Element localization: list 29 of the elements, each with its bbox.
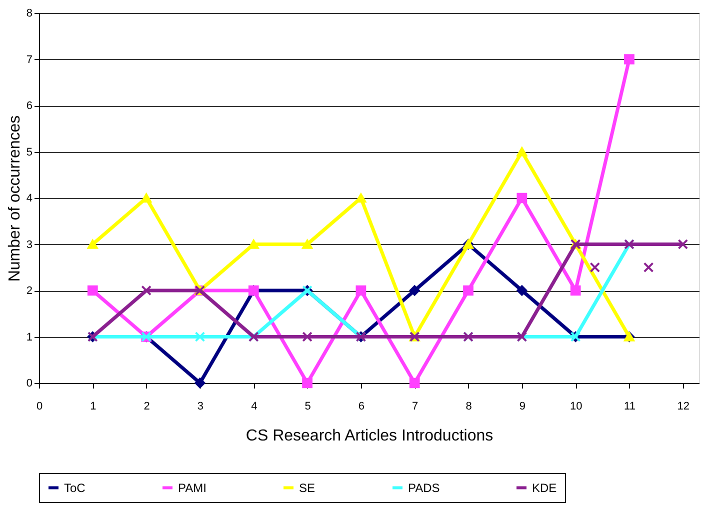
- y-tick-label: 8: [26, 8, 32, 20]
- x-tick-label: 7: [412, 400, 418, 412]
- legend-label: PADS: [408, 480, 440, 495]
- x-tick-label: 6: [358, 400, 365, 412]
- legend-label: SE: [299, 480, 316, 495]
- y-tick-label: 4: [26, 192, 32, 204]
- x-tick-label: 2: [144, 400, 150, 412]
- x-tick-label: 9: [519, 400, 526, 412]
- y-tick-label: 0: [26, 378, 32, 390]
- x-tick-label: 3: [197, 400, 204, 412]
- y-tick-label: 6: [26, 100, 32, 112]
- x-tick-label: 10: [570, 400, 582, 412]
- legend-label: PAMI: [178, 480, 206, 495]
- x-tick-label: 5: [304, 400, 311, 412]
- y-tick-label: 7: [26, 54, 32, 66]
- x-tick-label: 8: [466, 400, 472, 412]
- y-tick-label: 3: [26, 238, 32, 251]
- x-axis-title: CS Research Articles Introductions: [246, 428, 494, 444]
- y-tick-label: 5: [26, 146, 32, 158]
- legend-label: KDE: [532, 480, 557, 495]
- x-tick-label: 1: [90, 400, 96, 412]
- x-tick-label: 4: [251, 400, 258, 412]
- y-tick-label: 2: [26, 285, 32, 297]
- x-tick-label: 12: [677, 400, 690, 412]
- y-axis-title: Number of occurrences: [6, 115, 24, 282]
- x-tick-label: 0: [36, 400, 43, 412]
- x-tick-label: 11: [624, 400, 636, 412]
- legend-label: ToC: [64, 480, 86, 495]
- y-tick-label: 1: [26, 331, 32, 344]
